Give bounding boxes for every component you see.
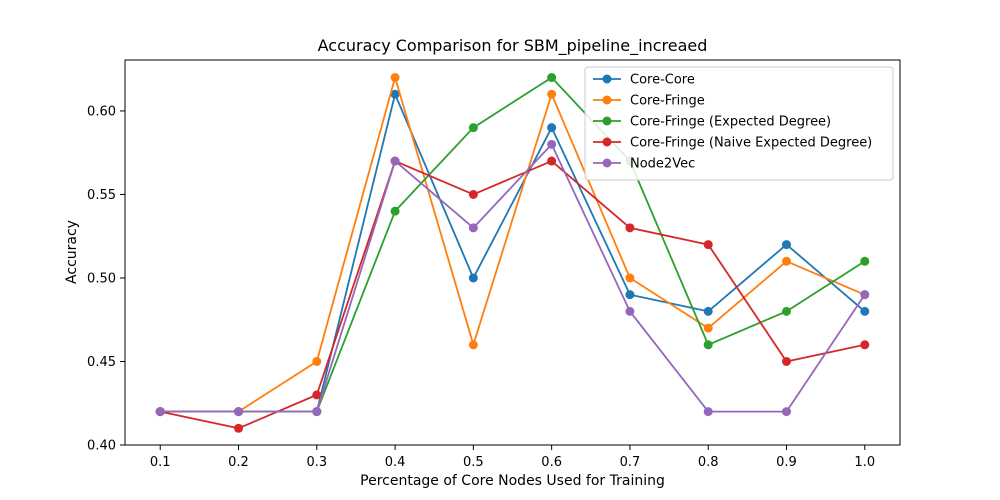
legend-marker: [602, 137, 612, 147]
legend: Core-Core Core-Fringe Core-Fringe (Expecte…: [584, 66, 894, 181]
data-point: [312, 407, 322, 417]
data-point: [703, 323, 713, 333]
legend-label: Core-Core: [630, 73, 695, 88]
data-point: [390, 89, 400, 99]
series-line: [159, 143, 866, 413]
legend-label: Core-Fringe (Naive Expected Degree): [630, 136, 872, 151]
data-point: [625, 223, 635, 233]
data-point: [468, 223, 478, 233]
y-tick-label: 0.50: [87, 271, 116, 286]
x-tick-label: 0.6: [541, 455, 562, 470]
legend-item: Core-Fringe (Naive Expected Degree): [593, 136, 872, 151]
legend-label: Core-Fringe (Expected Degree): [630, 115, 831, 130]
data-point: [547, 123, 557, 133]
x-tick-label: 0.9: [776, 455, 797, 470]
series-core-fringe-naive-expected-degree: [155, 156, 870, 433]
legend-label: Node2Vec: [630, 157, 695, 172]
data-point: [860, 306, 870, 316]
data-point: [781, 256, 791, 266]
data-point: [468, 189, 478, 199]
data-point: [703, 340, 713, 350]
legend-marker: [602, 95, 612, 105]
x-tick-label: 0.7: [620, 455, 641, 470]
x-axis-label: Percentage of Core Nodes Used for Traini…: [360, 473, 665, 489]
x-tick-label: 0.2: [228, 455, 249, 470]
data-point: [547, 139, 557, 149]
data-point: [703, 240, 713, 250]
data-point: [781, 240, 791, 250]
data-point: [781, 356, 791, 366]
data-point: [390, 73, 400, 83]
plot-area: 0.1 0.2 0.3 0.4 0.5 0.6 0.7 0.8 0.9 1.0 0.40 0.45 0.…: [87, 59, 901, 470]
data-point: [860, 340, 870, 350]
x-tick-label: 0.1: [150, 455, 171, 470]
x-tick-label: 1.0: [854, 455, 875, 470]
data-point: [390, 156, 400, 166]
x-tick-label: 0.3: [306, 455, 327, 470]
data-point: [625, 306, 635, 316]
legend-marker: [602, 158, 612, 168]
data-point: [468, 273, 478, 283]
legend-item: Node2Vec: [593, 157, 695, 172]
data-point: [547, 89, 557, 99]
data-point: [625, 273, 635, 283]
x-tick-label: 0.8: [698, 455, 719, 470]
y-tick-label: 0.55: [87, 188, 116, 203]
chart-title: Accuracy Comparison for SBM_pipeline_inc…: [318, 36, 708, 56]
y-axis-label: Accuracy: [64, 220, 80, 284]
legend-box: [584, 66, 894, 181]
data-point: [703, 306, 713, 316]
data-point: [234, 407, 244, 417]
data-point: [547, 156, 557, 166]
data-point: [781, 407, 791, 417]
y-tick-label: 0.40: [87, 439, 116, 454]
data-point: [468, 340, 478, 350]
data-point: [155, 407, 165, 417]
data-point: [234, 423, 244, 433]
data-point: [390, 206, 400, 216]
legend-marker: [602, 74, 612, 84]
legend-item: Core-Core: [593, 73, 695, 88]
data-point: [312, 356, 322, 366]
data-point: [860, 290, 870, 300]
legend-label: Core-Fringe: [630, 94, 705, 109]
series-line: [159, 76, 866, 413]
legend-item: Core-Fringe: [593, 94, 705, 109]
y-tick-label: 0.60: [87, 104, 116, 119]
legend-item: Core-Fringe (Expected Degree): [593, 115, 831, 130]
y-tick-label: 0.45: [87, 355, 116, 370]
plot-frame: [124, 59, 901, 446]
data-point: [547, 73, 557, 83]
data-point: [703, 407, 713, 417]
data-point: [781, 306, 791, 316]
x-tick-label: 0.5: [463, 455, 484, 470]
data-point: [312, 390, 322, 400]
legend-marker: [602, 116, 612, 126]
data-point: [860, 256, 870, 266]
data-point: [625, 290, 635, 300]
x-tick-label: 0.4: [385, 455, 406, 470]
series-node2vec: [155, 139, 870, 417]
data-point: [468, 123, 478, 133]
